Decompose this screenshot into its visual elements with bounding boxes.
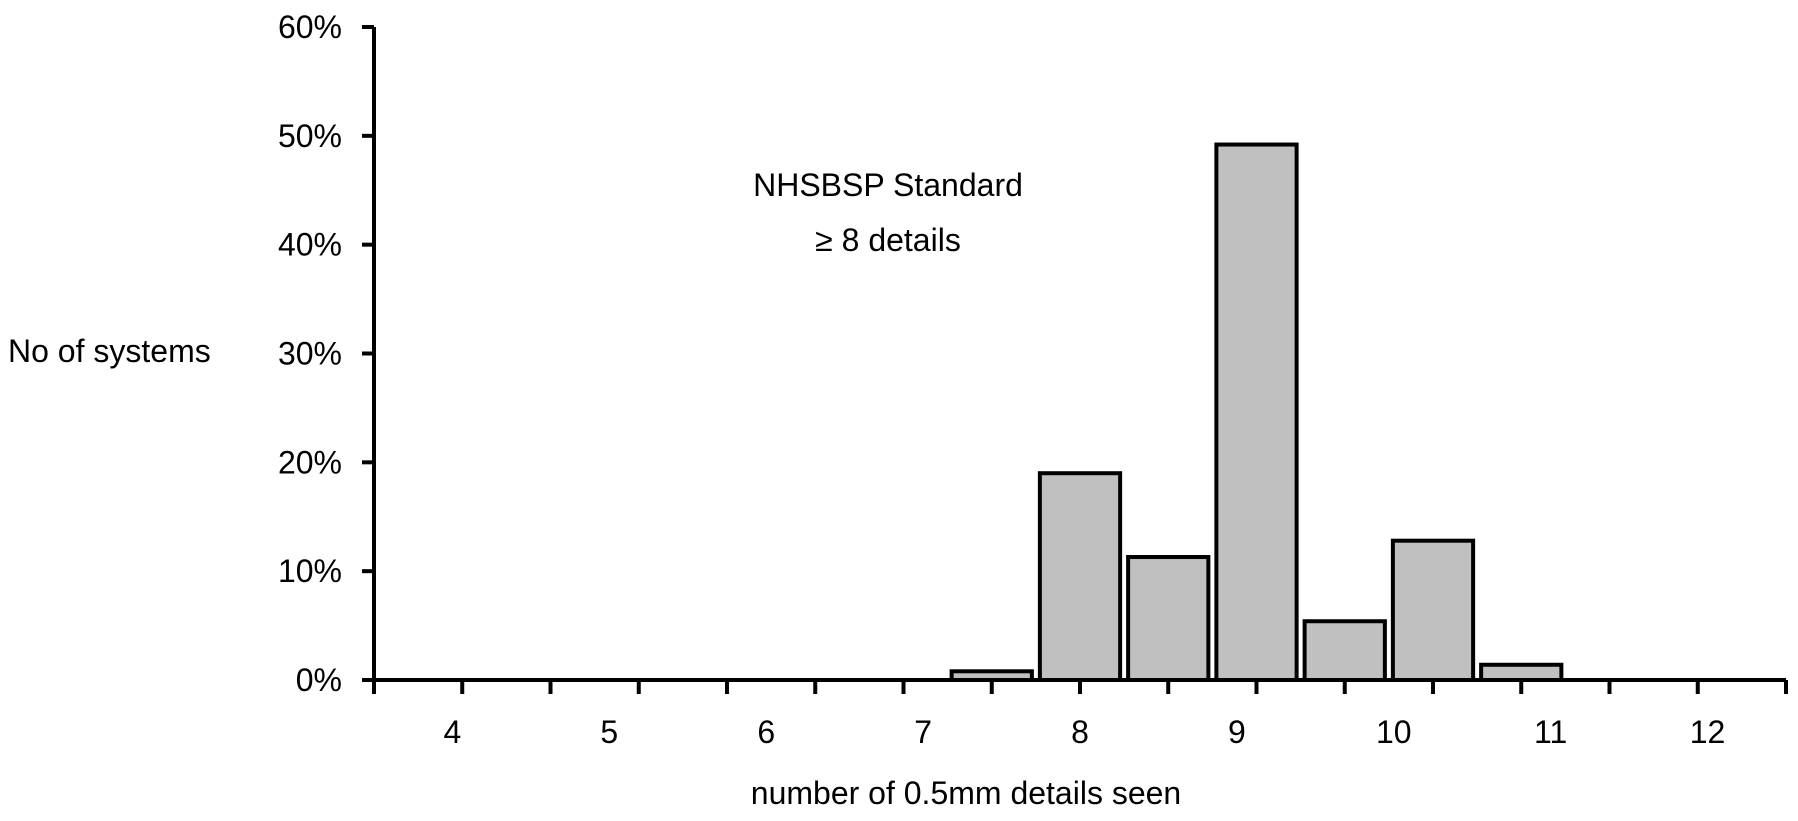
annotation-threshold-label: ≥ 8 details: [815, 222, 961, 258]
x-tick-label-3: 7: [914, 714, 932, 750]
x-axis-title: number of 0.5mm details seen: [751, 775, 1181, 811]
y-tick-label-6: 60%: [278, 9, 342, 45]
x-tick-label-6: 10: [1376, 714, 1412, 750]
x-tick-label-0: 4: [444, 714, 462, 750]
bars-layer: [949, 142, 1564, 683]
bar-6: [1479, 662, 1564, 682]
bar-3: [1214, 142, 1299, 683]
y-tick-label-1: 10%: [278, 553, 342, 589]
labels-layer: 0% 10% 20% 30% 40% 50% 60% 4 5 6 7 8 9 10 11 12: [278, 9, 1725, 750]
y-tick-label-2: 20%: [278, 444, 342, 480]
axes-layer: [362, 25, 1788, 694]
y-tick-label-4: 40%: [278, 227, 342, 263]
annotation-standard-label: NHSBSP Standard: [753, 167, 1023, 203]
y-axis-title: No of systems: [8, 333, 211, 369]
y-tick-label-3: 30%: [278, 336, 342, 372]
bar-2: [1126, 555, 1211, 682]
bar-1: [1037, 471, 1123, 683]
x-tick-label-8: 12: [1690, 714, 1726, 750]
x-tick-label-4: 8: [1071, 714, 1089, 750]
x-tick-label-1: 5: [600, 714, 618, 750]
x-tick-label-5: 9: [1228, 714, 1246, 750]
y-tick-label-0: 0%: [296, 662, 342, 698]
bar-5: [1390, 538, 1476, 683]
y-tick-label-5: 50%: [278, 118, 342, 154]
x-tick-label-2: 6: [757, 714, 775, 750]
x-tick-label-7: 11: [1534, 714, 1567, 750]
bar-4: [1302, 619, 1387, 682]
